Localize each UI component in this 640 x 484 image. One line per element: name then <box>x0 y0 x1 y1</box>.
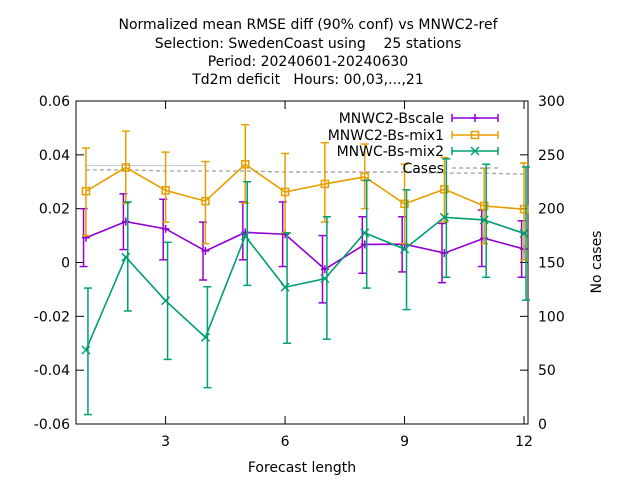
series-line <box>86 217 524 350</box>
y-tick-label: -0.02 <box>34 309 70 325</box>
y-tick-label: 0.04 <box>39 148 70 164</box>
y2-tick-label: 150 <box>538 256 565 272</box>
y2-tick-label: 100 <box>538 309 565 325</box>
legend-label: MNWC-Bs-mix2 <box>337 144 444 160</box>
y2-tick-label: 200 <box>538 202 565 218</box>
x-tick-label: 3 <box>161 434 170 450</box>
y2-axis-label: No cases <box>589 231 605 294</box>
series-1 <box>80 194 528 303</box>
x-tick-label: 9 <box>400 434 409 450</box>
y-tick-label: 0 <box>61 256 70 272</box>
x-tick-label: 6 <box>281 434 290 450</box>
cases-line <box>86 170 524 174</box>
chart-title-line-1: Normalized mean RMSE diff (90% conf) vs … <box>118 17 498 33</box>
series-line <box>86 222 524 270</box>
legend-label: MNWC2-Bs-mix1 <box>328 128 444 144</box>
y-tick-label: -0.04 <box>34 363 70 379</box>
legend-label: MNWC2-Bscale <box>339 111 444 127</box>
y2-tick-label: 50 <box>538 363 556 379</box>
cases-layer <box>86 166 524 175</box>
y2-tick-label: 300 <box>538 94 565 110</box>
y2-tick-label: 250 <box>538 148 565 164</box>
legend-label: Cases <box>402 161 444 177</box>
y-tick-label: -0.06 <box>34 417 70 433</box>
chart-title-group: Normalized mean RMSE diff (90% conf) vs … <box>118 17 498 88</box>
axes-group: -0.06 -0.04 -0.02 0 0.02 0.04 0.06 0 50 100 150 200… <box>34 94 565 450</box>
chart-title-line-2: Selection: SwedenCoast using 25 stations <box>155 36 462 52</box>
y-tick-label: 0.06 <box>39 94 70 110</box>
x-tick-label: 12 <box>515 434 533 450</box>
chart-title-line-4: Td2m deficit Hours: 00,03,...,21 <box>191 72 424 88</box>
y-tick-label: 0.02 <box>39 202 70 218</box>
chart-title-line-3: Period: 20240601-20240630 <box>208 54 408 70</box>
plot-frame <box>76 101 528 424</box>
y2-tick-label: 0 <box>538 417 547 433</box>
series-2 <box>82 125 528 260</box>
x-axis-label: Forecast length <box>248 460 356 476</box>
legend: MNWC2-BscaleMNWC2-Bs-mix1MNWC-Bs-mix2Cas… <box>328 111 498 177</box>
